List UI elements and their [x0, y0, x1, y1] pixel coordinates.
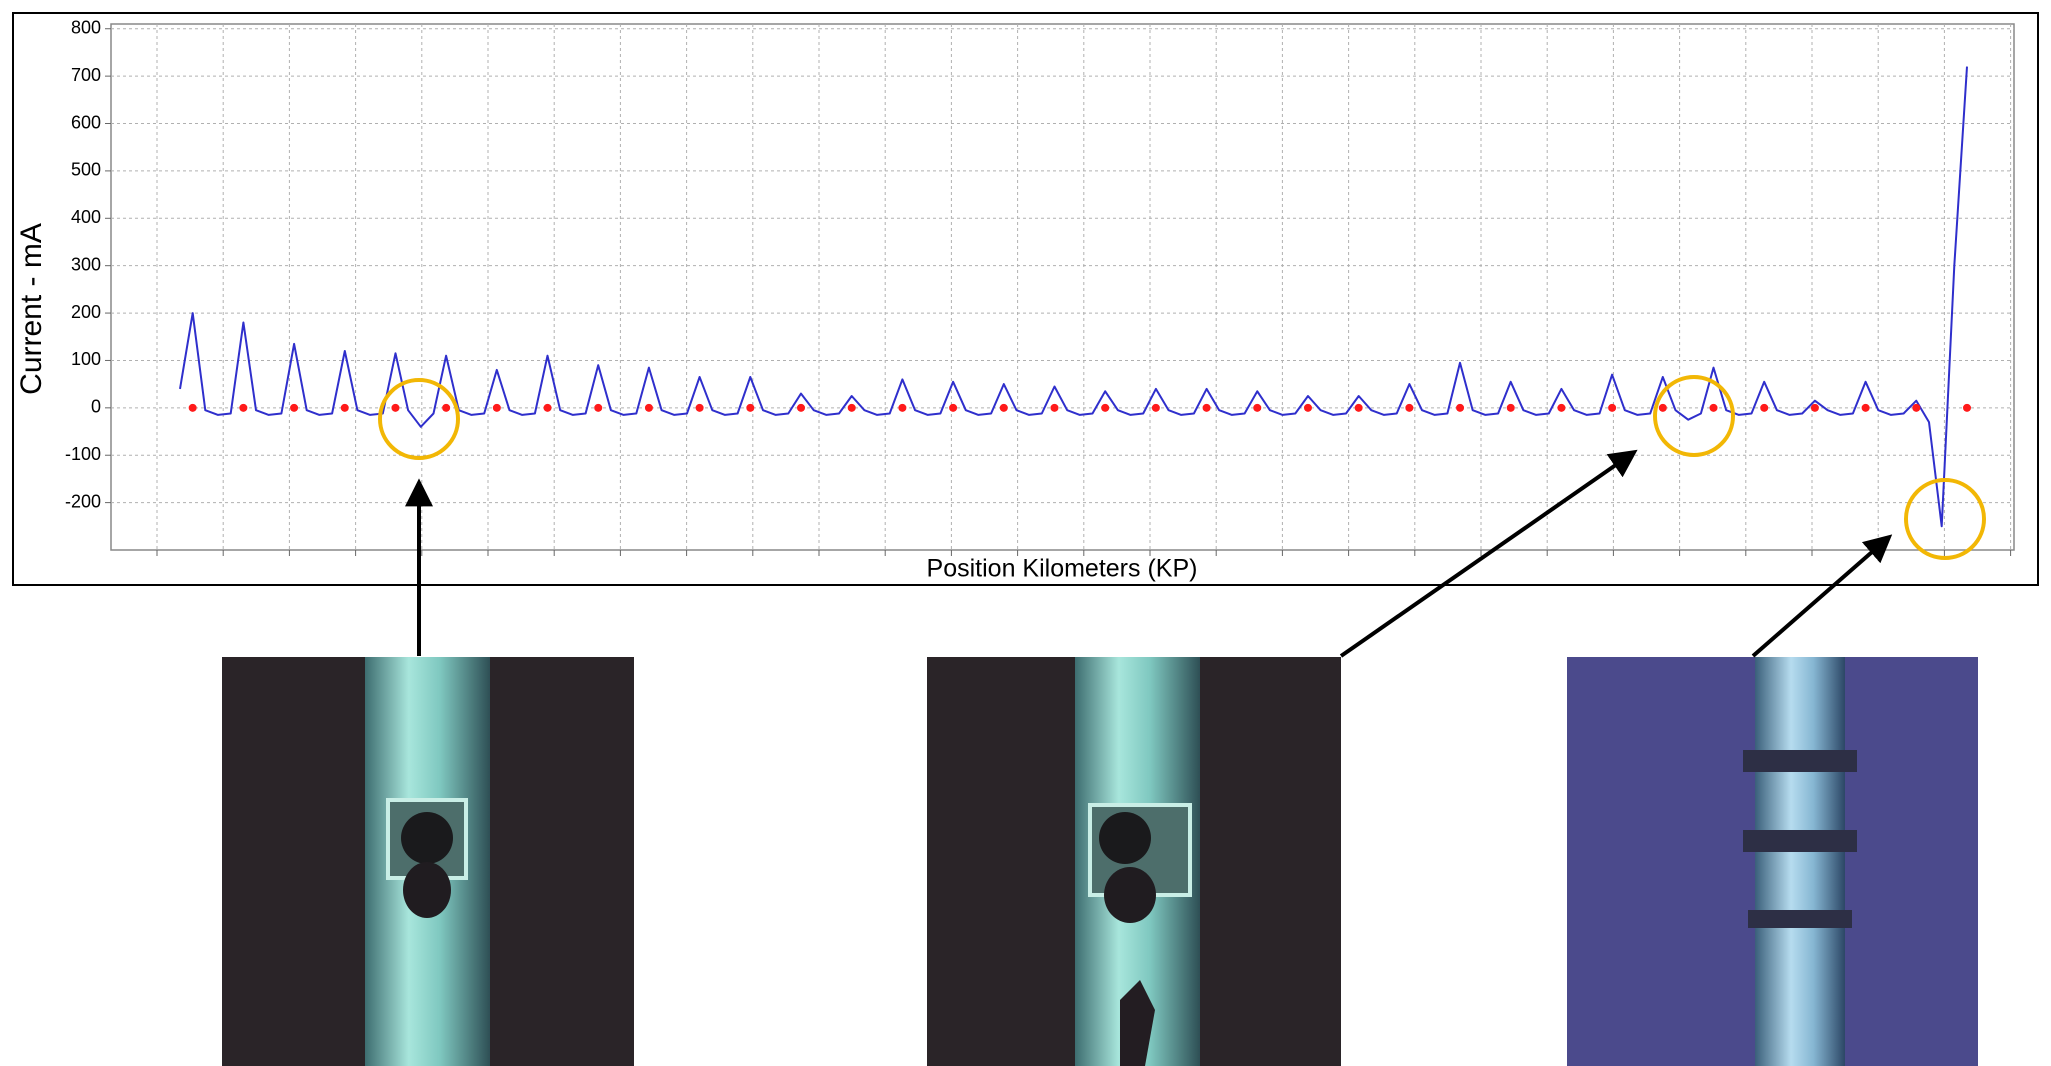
- y-tick-label: -200: [65, 491, 101, 511]
- data-point: [1608, 404, 1616, 412]
- data-point: [645, 404, 653, 412]
- y-tick-label: 800: [71, 17, 101, 37]
- y-tick-label: 100: [71, 349, 101, 369]
- data-point: [848, 404, 856, 412]
- page: -200 -100 0 100 200 300 400 500 600 700 800 Positi…: [0, 0, 2051, 1066]
- data-point: [341, 404, 349, 412]
- data-point: [1456, 404, 1464, 412]
- y-tick-label: 200: [71, 302, 101, 322]
- y-tick-label: 0: [91, 397, 101, 417]
- data-point: [1253, 404, 1261, 412]
- data-point: [949, 404, 957, 412]
- y-tick-label: 600: [71, 112, 101, 132]
- data-point: [1760, 404, 1768, 412]
- data-point: [1000, 404, 1008, 412]
- photo: [927, 657, 1341, 1066]
- data-point: [594, 404, 602, 412]
- data-point: [1152, 404, 1160, 412]
- data-point: [290, 404, 298, 412]
- data-point: [544, 404, 552, 412]
- plot-area: -200 -100 0 100 200 300 400 500 600 700 800: [65, 17, 2014, 556]
- data-point: [1203, 404, 1211, 412]
- data-point: [493, 404, 501, 412]
- figure: -200 -100 0 100 200 300 400 500 600 700 800 Positi…: [0, 0, 2051, 1066]
- data-point: [391, 404, 399, 412]
- data-point: [1355, 404, 1363, 412]
- data-point: [239, 404, 247, 412]
- data-point: [1507, 404, 1515, 412]
- y-tick-label: 400: [71, 207, 101, 227]
- x-axis-label: Position Kilometers (KP): [927, 555, 1198, 583]
- data-point: [189, 404, 197, 412]
- y-tick-label: 700: [71, 65, 101, 85]
- data-point: [1912, 404, 1920, 412]
- data-point: [898, 404, 906, 412]
- y-tick-label: 300: [71, 254, 101, 274]
- data-point: [1304, 404, 1312, 412]
- data-point: [1659, 404, 1667, 412]
- data-point: [1811, 404, 1819, 412]
- data-point: [1710, 404, 1718, 412]
- data-point: [1963, 404, 1971, 412]
- photo: [1567, 657, 1978, 1066]
- plot-background: [111, 24, 2014, 550]
- data-point: [1050, 404, 1058, 412]
- data-point: [1405, 404, 1413, 412]
- data-point: [1101, 404, 1109, 412]
- y-axis-label: Current - mA: [15, 223, 48, 395]
- photo: [222, 657, 634, 1066]
- data-point: [1557, 404, 1565, 412]
- data-point: [1862, 404, 1870, 412]
- data-point: [746, 404, 754, 412]
- data-point: [442, 404, 450, 412]
- data-point: [696, 404, 704, 412]
- y-tick-label: -100: [65, 444, 101, 464]
- y-tick-label: 500: [71, 160, 101, 180]
- data-point: [797, 404, 805, 412]
